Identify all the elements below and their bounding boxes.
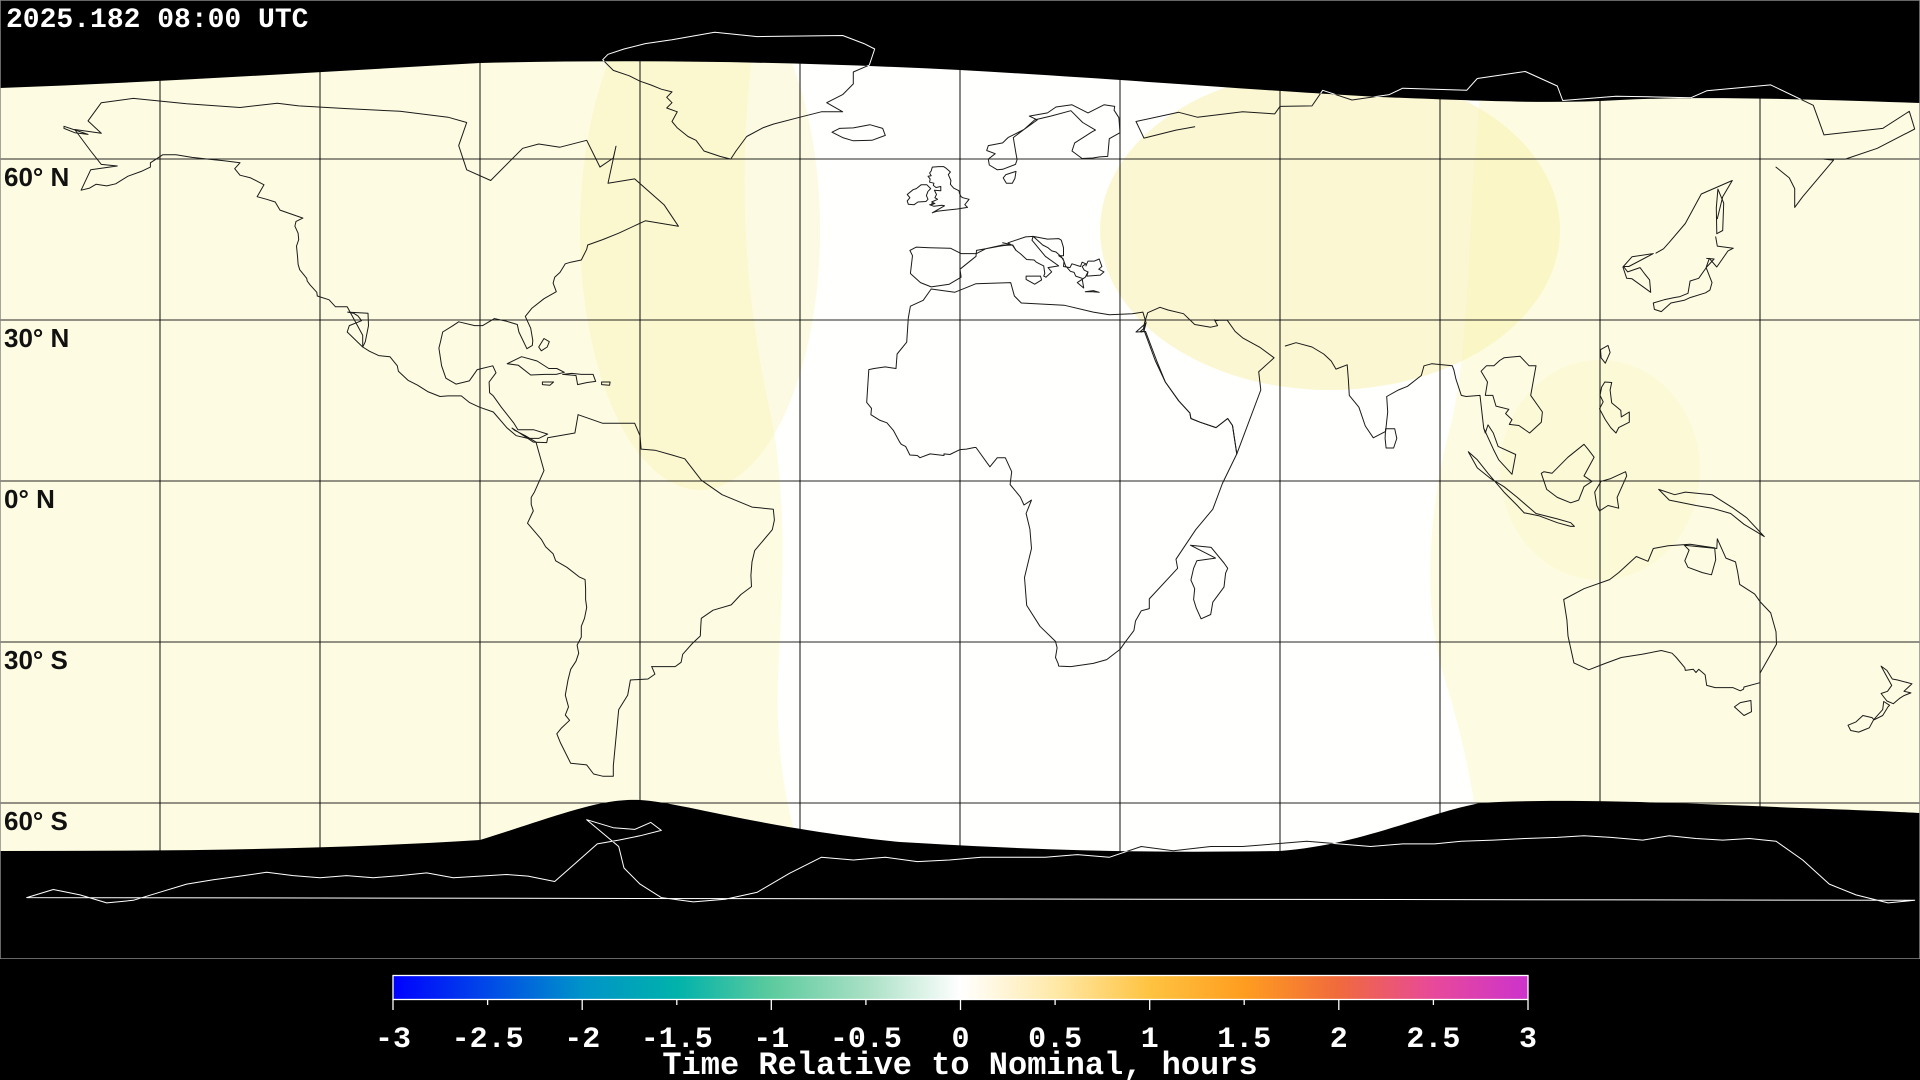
svg-text:Time Relative to Nominal, hour: Time Relative to Nominal, hours: [662, 1047, 1257, 1080]
svg-text:2.5: 2.5: [1406, 1023, 1460, 1057]
svg-text:30° N: 30° N: [4, 323, 69, 353]
svg-text:-2.5: -2.5: [452, 1023, 524, 1057]
svg-text:2025.182 08:00 UTC: 2025.182 08:00 UTC: [6, 5, 309, 36]
svg-text:60° N: 60° N: [4, 162, 69, 192]
svg-text:3: 3: [1519, 1023, 1537, 1057]
svg-text:60° S: 60° S: [4, 806, 68, 836]
svg-text:30° S: 30° S: [4, 645, 68, 675]
svg-text:2: 2: [1330, 1023, 1348, 1057]
svg-text:0° N: 0° N: [4, 484, 55, 514]
svg-text:-2: -2: [564, 1023, 600, 1057]
svg-text:-3: -3: [375, 1023, 411, 1057]
